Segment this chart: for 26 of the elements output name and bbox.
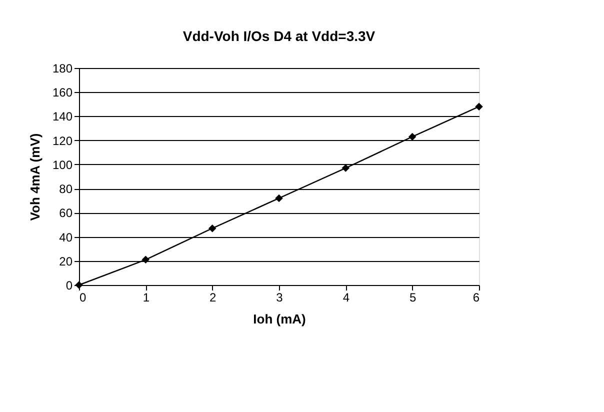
y-tick-label: 0 bbox=[66, 278, 73, 292]
x-tick-label: 2 bbox=[209, 290, 216, 304]
y-tick-label: 40 bbox=[59, 230, 73, 244]
x-tick-label: 5 bbox=[409, 290, 416, 304]
y-tick-label: 180 bbox=[52, 62, 73, 76]
point bbox=[475, 102, 483, 110]
x-tick-label: 6 bbox=[472, 290, 480, 304]
point bbox=[142, 256, 150, 264]
x-tick-label: 0 bbox=[80, 290, 86, 304]
chart-title: Vdd-Voh I/Os D4 at Vdd=3.3V bbox=[182, 28, 376, 44]
y-tick-label: 20 bbox=[59, 254, 73, 268]
point bbox=[208, 224, 216, 232]
y-tick-label: 100 bbox=[52, 158, 73, 172]
point bbox=[275, 194, 283, 202]
x-tick-label: 3 bbox=[276, 290, 284, 304]
y-tick-label: 60 bbox=[59, 206, 73, 220]
point bbox=[408, 132, 416, 141]
x-tick-label: 1 bbox=[142, 290, 150, 304]
x-axis-title: Ioh (mA) bbox=[253, 312, 306, 326]
point bbox=[342, 164, 350, 172]
x-tick-label: 4 bbox=[342, 290, 350, 304]
y-tick-label: 140 bbox=[52, 110, 73, 124]
y-tick-label: 80 bbox=[59, 182, 73, 196]
y-tick-label: 160 bbox=[52, 86, 73, 100]
y-axis-title: Voh 4mA (mV) bbox=[27, 133, 42, 221]
y-tick-label: 120 bbox=[52, 134, 73, 148]
